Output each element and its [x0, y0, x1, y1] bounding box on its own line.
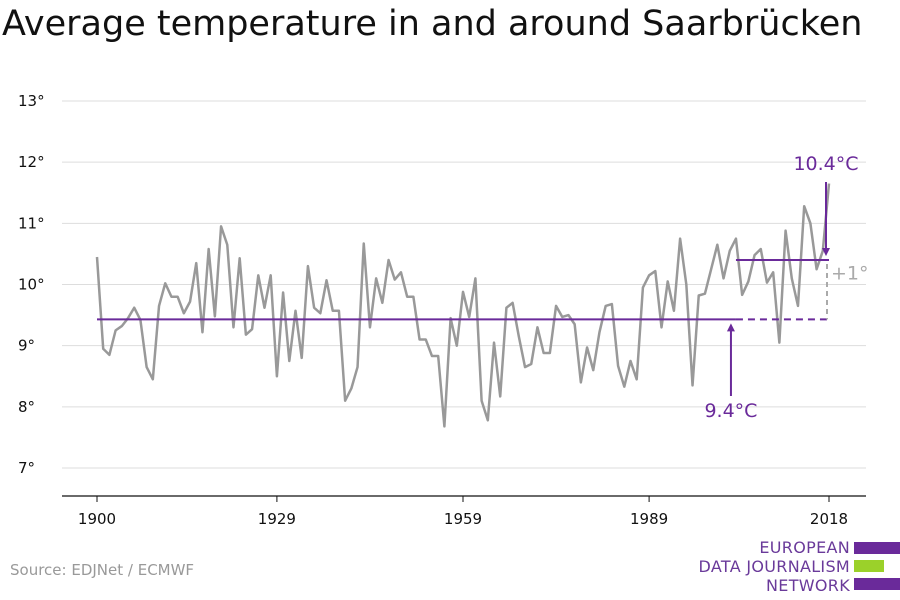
- axes: 7° 8° 9° 10° 11° 12° 13° 1900 1929 1959 1989 2018: [18, 92, 866, 528]
- temperature-series-line: [95, 183, 831, 428]
- annotations-layer: +1° 9.4°C 10.4°C: [97, 153, 869, 422]
- chart-title: Average temperature in and around Saarbr…: [2, 4, 863, 44]
- series-layer: [95, 183, 831, 428]
- logo-bar-purple-bottom: [854, 578, 900, 590]
- logo-line-1: EUROPEAN: [759, 538, 850, 557]
- y-tick-label: 8°: [18, 398, 35, 416]
- logo-bar-purple-top: [854, 542, 900, 554]
- y-tick-label: 12°: [18, 153, 45, 171]
- x-tick-label: 1900: [78, 510, 116, 528]
- x-tick-label: 1989: [630, 510, 668, 528]
- logo-line-2: DATA JOURNALISM: [698, 557, 850, 576]
- y-tick-label: 7°: [18, 459, 35, 477]
- x-tick-label: 2018: [810, 510, 848, 528]
- y-tick-label: 13°: [18, 92, 45, 110]
- baseline-label: 9.4°C: [704, 400, 757, 422]
- x-tick-label: 1929: [258, 510, 296, 528]
- y-tick-label: 10°: [18, 276, 45, 294]
- logo-bar-green: [854, 560, 884, 572]
- difference-label: +1°: [831, 263, 869, 285]
- y-tick-label: 11°: [18, 214, 45, 232]
- y-tick-label: 9°: [18, 337, 35, 355]
- gridlines: [62, 100, 866, 469]
- x-tick-label: 1959: [444, 510, 482, 528]
- recent-label: 10.4°C: [793, 153, 858, 175]
- edjnet-logo: EUROPEAN DATA JOURNALISM NETWORK: [698, 538, 900, 596]
- logo-bar-green-row: [854, 560, 900, 572]
- source-note: Source: EDJNet / ECMWF: [10, 561, 195, 579]
- logo-line-3: NETWORK: [766, 576, 850, 595]
